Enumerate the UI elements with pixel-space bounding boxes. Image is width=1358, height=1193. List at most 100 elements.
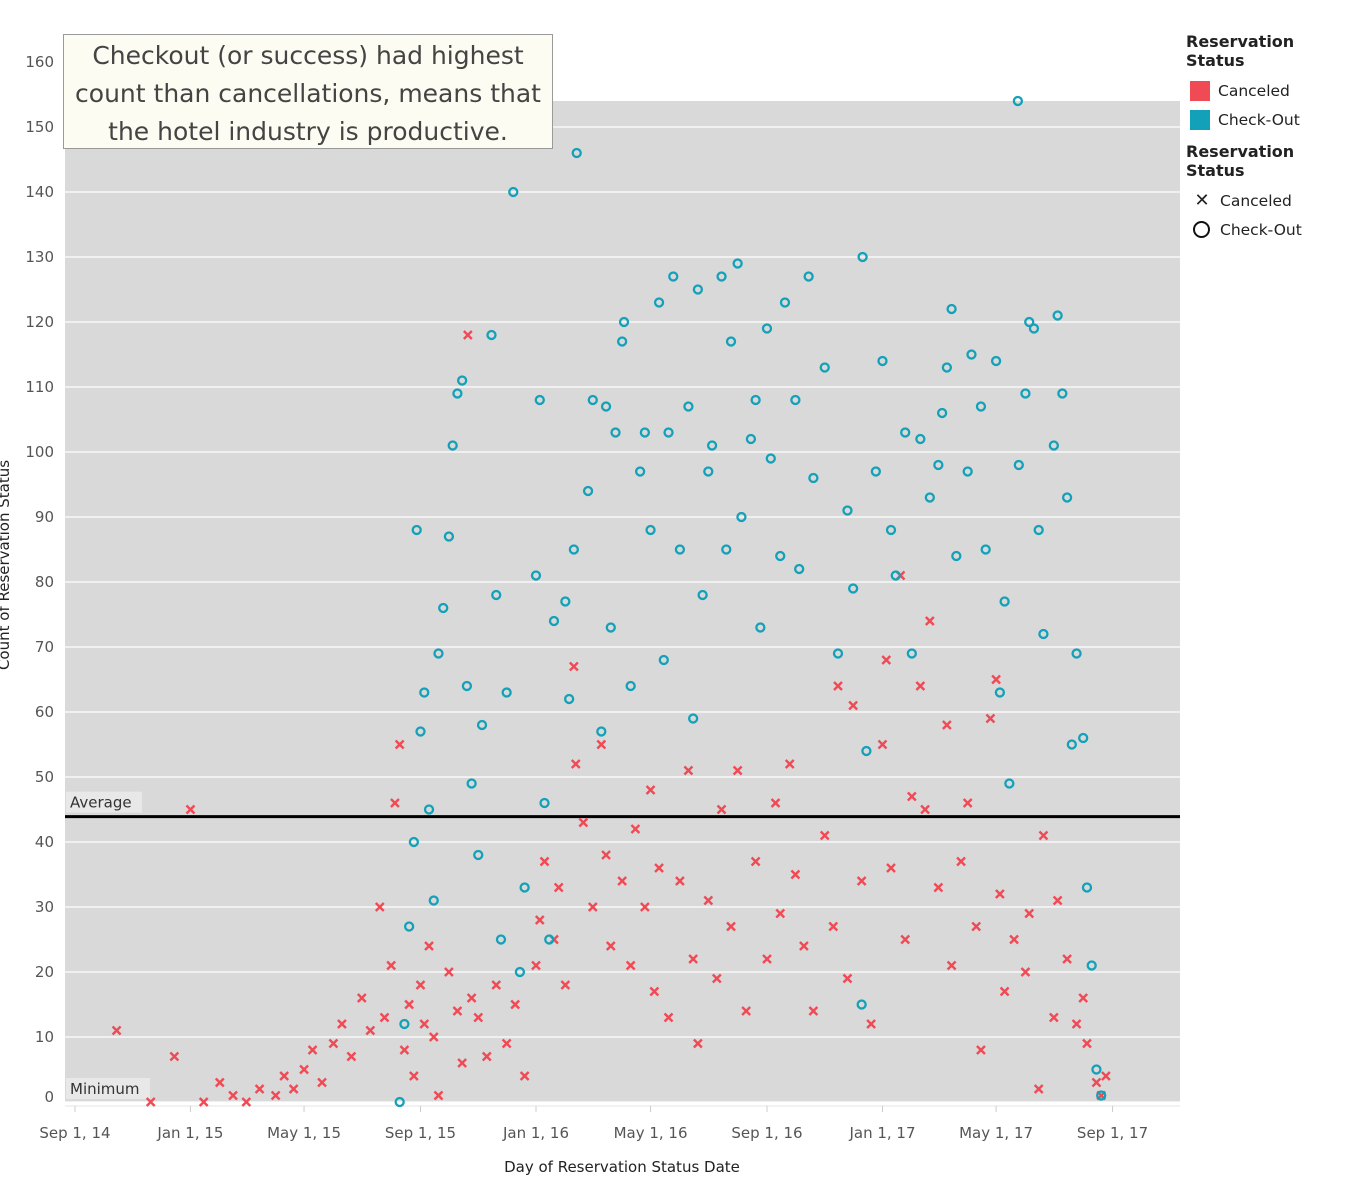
- y-tick-label: 140: [25, 183, 54, 201]
- canceled-point: [452, 1006, 463, 1016]
- canceled-point: [688, 954, 698, 964]
- check-out-point: [539, 797, 550, 809]
- y-tick-label: 120: [25, 313, 54, 331]
- canceled-point: [279, 1071, 290, 1081]
- check-out-point: [692, 284, 704, 295]
- legend-label: Canceled: [1218, 81, 1290, 100]
- canceled-point: [920, 804, 930, 815]
- canceled-point: [1078, 993, 1089, 1003]
- legend-shape-check-out[interactable]: Check-Out: [1186, 215, 1358, 244]
- canceled-point: [605, 941, 616, 951]
- check-out-point: [946, 303, 957, 315]
- canceled-point: [886, 863, 896, 873]
- check-out-point: [890, 570, 901, 581]
- legend-item-canceled[interactable]: Canceled: [1186, 76, 1358, 105]
- check-out-point: [610, 427, 621, 438]
- check-out-point: [1033, 524, 1044, 536]
- gridlines: [65, 61, 1180, 1103]
- check-out-point: [775, 550, 786, 562]
- canceled-point: [415, 980, 426, 990]
- canceled-point: [111, 1025, 122, 1036]
- canceled-point: [654, 863, 664, 873]
- check-out-point: [394, 1096, 405, 1108]
- check-out-point: [951, 550, 962, 562]
- legend-item-check-out[interactable]: Check-Out: [1186, 105, 1358, 134]
- data-marks: [111, 95, 1111, 1108]
- check-out-point: [495, 934, 507, 945]
- x-tick-label: May 1, 15: [267, 1124, 341, 1142]
- canceled-point: [481, 1051, 492, 1062]
- y-tick-label: 0: [44, 1088, 54, 1106]
- check-out-point: [534, 394, 545, 406]
- y-tick-label: 90: [35, 508, 54, 526]
- check-out-point: [491, 589, 502, 601]
- check-out-point: [519, 882, 530, 893]
- check-out-point: [687, 713, 699, 724]
- check-out-point: [794, 563, 805, 575]
- check-out-point: [1071, 648, 1082, 659]
- canceled-point: [675, 876, 685, 886]
- check-out-point: [736, 511, 747, 523]
- canceled-point: [390, 798, 400, 808]
- canceled-point: [711, 973, 722, 984]
- canceled-point: [560, 980, 571, 990]
- canceled-point: [808, 1006, 819, 1016]
- check-out-point: [408, 836, 420, 848]
- canceled-point: [640, 902, 650, 912]
- canceled-point: [145, 1097, 156, 1107]
- canceled-point: [848, 700, 858, 711]
- check-out-point: [885, 524, 897, 536]
- canceled-point: [346, 1051, 357, 1062]
- check-out-point: [1061, 492, 1073, 503]
- canceled-point: [587, 902, 598, 912]
- check-out-point: [625, 680, 636, 692]
- check-out-point: [861, 745, 872, 757]
- reference-label-bg: [66, 1078, 150, 1099]
- check-out-point: [501, 687, 512, 698]
- check-out-point: [683, 401, 694, 412]
- canceled-point: [906, 791, 917, 802]
- legend-label: Canceled: [1220, 191, 1292, 210]
- canceled-point: [663, 1012, 674, 1023]
- legend: Reservation Status Canceled Check-Out Re…: [1186, 32, 1358, 244]
- check-out-point: [461, 680, 473, 692]
- x-tick-label: Jan 1, 17: [848, 1124, 915, 1142]
- check-out-point: [1078, 732, 1089, 744]
- check-out-point: [941, 362, 953, 373]
- canceled-point: [693, 1038, 703, 1049]
- y-tick-label: 160: [25, 53, 54, 71]
- canceled-point: [995, 889, 1005, 899]
- canceled-point: [790, 869, 801, 880]
- x-tick-label: Sep 1, 17: [1077, 1124, 1148, 1142]
- check-out-point: [571, 147, 582, 159]
- check-out-point: [877, 355, 888, 367]
- check-out-point: [745, 433, 757, 445]
- canceled-point: [866, 1019, 876, 1029]
- check-out-point: [428, 895, 439, 906]
- check-out-point: [411, 524, 422, 536]
- canceled-point: [799, 941, 809, 951]
- canceled-point: [337, 1019, 347, 1029]
- check-out-point: [975, 401, 987, 412]
- check-out-point: [452, 388, 463, 399]
- check-out-point: [1020, 388, 1031, 399]
- legend-shape-canceled[interactable]: ✕ Canceled: [1186, 186, 1358, 215]
- canceled-point: [299, 1064, 309, 1075]
- annotation-box: Checkout (or success) had highest count …: [63, 34, 553, 149]
- canceled-point: [962, 798, 973, 808]
- canceled-point: [424, 941, 434, 951]
- canceled-point: [741, 1006, 752, 1016]
- canceled-point: [601, 850, 611, 860]
- canceled-point: [307, 1045, 318, 1055]
- x-tick-label: Sep 1, 15: [385, 1124, 456, 1142]
- canceled-point: [394, 739, 405, 750]
- canceled-point: [1052, 895, 1063, 906]
- check-out-point: [1038, 628, 1049, 640]
- canceled-point: [399, 1045, 410, 1055]
- check-out-point: [1081, 882, 1093, 893]
- canceled-point: [539, 856, 550, 867]
- y-tick-label: 130: [25, 248, 54, 266]
- check-out-point: [842, 505, 853, 516]
- canceled-point: [683, 765, 694, 776]
- check-out-point: [548, 615, 560, 627]
